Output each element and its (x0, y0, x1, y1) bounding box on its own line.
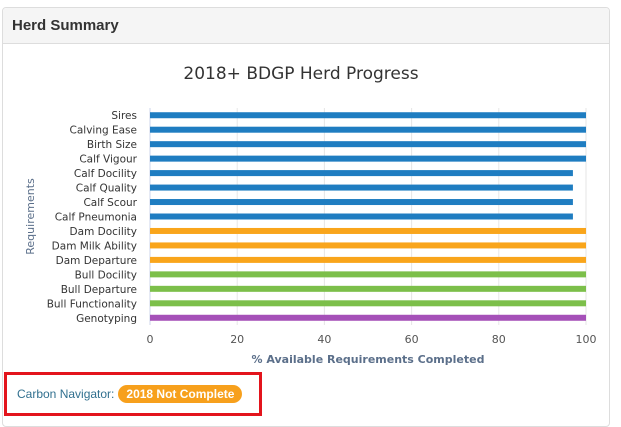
bar (150, 285, 586, 292)
x-tick-label: 0 (147, 333, 154, 346)
category-label: Dam Docility (70, 226, 137, 238)
category-label: Bull Functionality (47, 298, 137, 310)
bar (150, 242, 586, 249)
category-label: Birth Size (87, 139, 137, 151)
carbon-navigator-highlight: Carbon Navigator: 2018 Not Complete (4, 372, 262, 416)
category-label: Calf Vigour (79, 154, 137, 166)
category-label: Dam Departure (56, 255, 137, 267)
carbon-navigator-label: Carbon Navigator: (17, 387, 115, 401)
bar (150, 227, 586, 234)
bar (150, 155, 586, 162)
x-tick-label: 80 (492, 333, 506, 346)
category-label: Dam Milk Ability (52, 240, 137, 252)
bar (150, 271, 586, 278)
bar (150, 199, 573, 206)
bar (150, 141, 586, 148)
panel-title: Herd Summary (12, 17, 119, 34)
carbon-navigator-status-badge[interactable]: 2018 Not Complete (118, 385, 243, 403)
chart-title: 2018+ BDGP Herd Progress (183, 64, 418, 84)
x-tick-label: 20 (230, 333, 244, 346)
category-label: Bull Departure (61, 284, 137, 296)
x-tick-label: 60 (405, 333, 419, 346)
panel-header: Herd Summary (3, 8, 609, 44)
bar (150, 213, 573, 220)
bar (150, 300, 586, 307)
category-label: Calf Pneumonia (55, 212, 137, 224)
x-axis-title: % Available Requirements Completed (252, 353, 485, 366)
category-label: Genotyping (76, 313, 137, 325)
x-tick-label: 100 (576, 333, 597, 346)
category-label: Bull Docility (75, 269, 137, 281)
bar (150, 184, 573, 191)
bar (150, 256, 586, 263)
bar (150, 112, 586, 119)
y-axis-title: Requirements (24, 178, 37, 255)
category-label: Calf Quality (76, 183, 137, 195)
bar (150, 314, 586, 321)
category-label: Calf Docility (74, 168, 137, 180)
x-tick-label: 40 (317, 333, 331, 346)
category-label: Calving Ease (70, 125, 137, 137)
category-label: Sires (111, 110, 137, 122)
category-label: Calf Scour (83, 197, 137, 209)
bar (150, 170, 573, 177)
bar (150, 126, 586, 133)
